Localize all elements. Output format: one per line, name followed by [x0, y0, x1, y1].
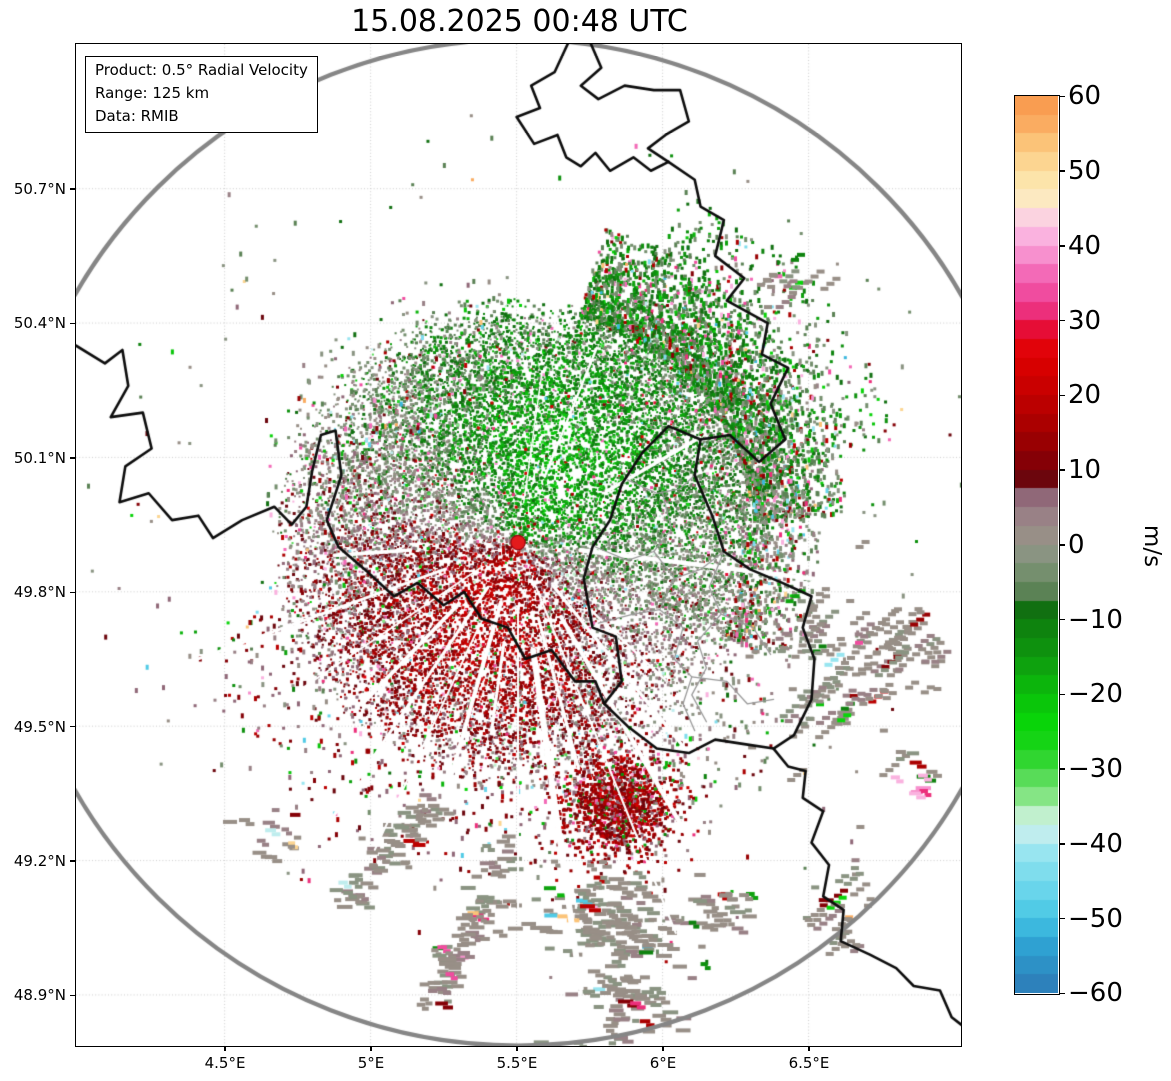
y-tick-label: 49.2°N	[13, 851, 66, 870]
x-tick-label: 4.5°E	[204, 1054, 246, 1072]
colorbar-tick-mark	[1060, 693, 1065, 696]
x-tick-label: 6°E	[649, 1054, 677, 1072]
colorbar	[1014, 95, 1060, 995]
colorbar-tick-label: −40	[1068, 828, 1123, 859]
x-tick-label: 5.5°E	[496, 1054, 538, 1072]
map-plot-area: Product: 0.5° Radial Velocity Range: 125…	[75, 43, 962, 1047]
colorbar-tick-mark	[1060, 245, 1065, 247]
y-tick-mark	[70, 591, 75, 593]
radar-map-canvas	[76, 44, 961, 1046]
colorbar-tick-label: −60	[1068, 978, 1123, 1009]
info-box-data-source: Data: RMIB	[95, 107, 179, 125]
x-tick-mark	[516, 1046, 518, 1051]
colorbar-tick-label: 0	[1068, 529, 1085, 560]
y-tick-mark	[70, 457, 75, 459]
info-box-product: Product: 0.5° Radial Velocity	[95, 61, 308, 79]
y-tick-mark	[70, 322, 75, 325]
colorbar-tick-mark	[1060, 544, 1065, 546]
colorbar-tick-label: −50	[1068, 903, 1123, 934]
y-tick-label: 50.4°N	[13, 314, 66, 333]
info-box-range: Range: 125 km	[95, 84, 210, 102]
colorbar-tick-mark	[1060, 843, 1065, 845]
y-tick-mark	[70, 188, 75, 190]
y-tick-label: 48.9°N	[13, 986, 66, 1005]
y-tick-label: 49.8°N	[13, 583, 66, 602]
colorbar-tick-mark	[1060, 170, 1065, 172]
colorbar-tick-mark	[1060, 95, 1065, 98]
x-tick-mark	[662, 1046, 664, 1051]
y-tick-label: 50.7°N	[13, 180, 66, 199]
colorbar-tick-label: −20	[1068, 679, 1123, 710]
x-tick-label: 5°E	[357, 1054, 385, 1072]
colorbar-tick-label: 20	[1068, 380, 1102, 411]
x-tick-label: 6.5°E	[788, 1054, 830, 1072]
plot-title: 15.08.2025 00:48 UTC	[351, 4, 688, 39]
colorbar-tick-mark	[1060, 768, 1065, 770]
colorbar-tick-mark	[1060, 992, 1065, 995]
colorbar-tick-label: −30	[1068, 754, 1123, 785]
y-tick-label: 50.1°N	[13, 448, 66, 467]
x-tick-mark	[224, 1046, 226, 1051]
colorbar-tick-label: 30	[1068, 305, 1102, 336]
colorbar-tick-mark	[1060, 394, 1065, 397]
colorbar-tick-label: 60	[1068, 81, 1102, 112]
y-tick-mark	[70, 994, 75, 997]
colorbar-tick-label: 10	[1068, 455, 1102, 486]
colorbar-tick-mark	[1060, 469, 1065, 471]
colorbar-tick-mark	[1060, 917, 1065, 920]
colorbar-tick-label: 50	[1068, 156, 1102, 187]
colorbar-tick-mark	[1060, 618, 1065, 621]
colorbar-unit-label: m/s	[1139, 524, 1165, 568]
colorbar-tick-label: 40	[1068, 230, 1102, 261]
x-tick-mark	[808, 1046, 810, 1051]
y-tick-label: 49.5°N	[13, 717, 66, 736]
colorbar-tick-label: −10	[1068, 604, 1123, 635]
y-tick-mark	[70, 725, 75, 728]
y-tick-mark	[70, 860, 75, 862]
info-box: Product: 0.5° Radial Velocity Range: 125…	[85, 56, 318, 133]
colorbar-tick-mark	[1060, 319, 1065, 322]
x-tick-mark	[370, 1046, 372, 1051]
colorbar-canvas	[1015, 96, 1058, 993]
